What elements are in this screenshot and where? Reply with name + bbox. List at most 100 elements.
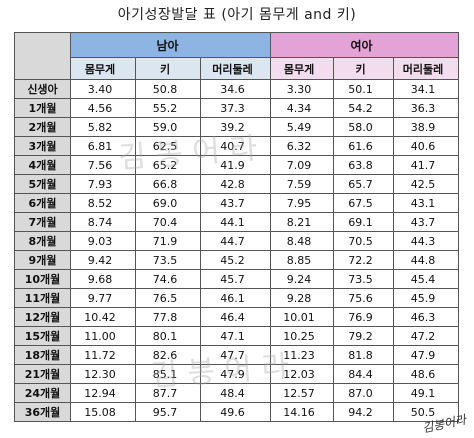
cell-girl-head: 50.5 (393, 402, 460, 422)
cell-girl-weight: 8.48 (270, 231, 335, 251)
cell-girl-height: 75.6 (333, 288, 395, 308)
page-title: 아기성장발달 표 (아기 몸무게 and 키) (117, 7, 357, 23)
cell-girl-height: 69.1 (333, 212, 395, 232)
cell-boy-head: 45.7 (199, 269, 272, 289)
cell-girl-head: 45.4 (393, 269, 460, 289)
cell-girl-weight: 7.59 (270, 174, 335, 194)
cell-boy-height: 71.9 (135, 231, 201, 251)
cell-boy-height: 80.1 (135, 326, 201, 346)
cell-girl-height: 63.8 (333, 155, 395, 175)
cell-boy-weight: 12.30 (70, 364, 136, 384)
cell-girl-height: 87.0 (333, 383, 395, 403)
girl-group-header: 여아 (270, 32, 460, 58)
cell-girl-weight: 14.16 (270, 402, 335, 422)
cell-boy-weight: 9.77 (70, 288, 136, 308)
cell-girl-weight: 12.57 (270, 383, 335, 403)
row-age-label: 9개월 (14, 250, 71, 270)
cell-boy-head: 34.6 (199, 79, 272, 99)
cell-girl-weight: 3.30 (270, 79, 335, 99)
cell-boy-head: 46.1 (199, 288, 272, 308)
cell-girl-head: 40.6 (393, 136, 460, 156)
row-age-label: 7개월 (14, 212, 71, 232)
cell-girl-head: 49.1 (393, 383, 460, 403)
cell-girl-head: 44.8 (393, 250, 460, 270)
cell-girl-weight: 8.21 (270, 212, 335, 232)
col-header-boy-height: 키 (135, 57, 201, 80)
cell-boy-height: 66.8 (135, 174, 201, 194)
row-age-label: 5개월 (14, 174, 71, 194)
cell-boy-weight: 11.72 (70, 345, 136, 365)
cell-girl-height: 72.2 (333, 250, 395, 270)
cell-boy-weight: 9.03 (70, 231, 136, 251)
cell-boy-weight: 12.94 (70, 383, 136, 403)
table-row: 24개월 12.94 87.7 48.4 12.57 87.0 49.1 (14, 383, 460, 403)
cell-girl-weight: 8.85 (270, 250, 335, 270)
cell-boy-height: 82.6 (135, 345, 201, 365)
cell-boy-height: 62.5 (135, 136, 201, 156)
col-header-girl-weight: 몸무게 (270, 57, 335, 80)
cell-boy-head: 37.3 (199, 98, 272, 118)
cell-boy-height: 87.7 (135, 383, 201, 403)
cell-boy-head: 47.1 (199, 326, 272, 346)
row-age-label: 11개월 (14, 288, 71, 308)
row-age-label: 18개월 (14, 345, 71, 365)
corner-cell (14, 32, 71, 80)
table-row: 15개월 11.00 80.1 47.1 10.25 79.2 47.2 (14, 326, 460, 346)
cell-girl-height: 94.2 (333, 402, 395, 422)
cell-girl-head: 43.1 (393, 193, 460, 213)
row-age-label: 12개월 (14, 307, 71, 327)
cell-girl-weight: 10.25 (270, 326, 335, 346)
cell-boy-height: 85.1 (135, 364, 201, 384)
cell-boy-head: 49.6 (199, 402, 272, 422)
row-age-label: 15개월 (14, 326, 71, 346)
cell-boy-head: 43.7 (199, 193, 272, 213)
cell-girl-head: 45.9 (393, 288, 460, 308)
cell-girl-head: 47.9 (393, 345, 460, 365)
row-age-label: 8개월 (14, 231, 71, 251)
cell-boy-weight: 5.82 (70, 117, 136, 137)
cell-boy-head: 42.8 (199, 174, 272, 194)
cell-girl-weight: 7.95 (270, 193, 335, 213)
row-age-label: 36개월 (14, 402, 71, 422)
table-row: 8개월 9.03 71.9 44.7 8.48 70.5 44.3 (14, 231, 460, 251)
table-row: 21개월 12.30 85.1 47.9 12.03 84.4 48.6 (14, 364, 460, 384)
cell-boy-weight: 8.52 (70, 193, 136, 213)
cell-girl-height: 50.1 (333, 79, 395, 99)
cell-boy-height: 74.6 (135, 269, 201, 289)
col-header-girl-head: 머리둘레 (393, 57, 460, 80)
cell-boy-weight: 15.08 (70, 402, 136, 422)
cell-girl-head: 48.6 (393, 364, 460, 384)
cell-girl-height: 65.7 (333, 174, 395, 194)
cell-girl-weight: 10.01 (270, 307, 335, 327)
growth-table: 남아 여아 몸무게 키 머리둘레 몸무게 키 머리둘레 신생아 3.40 50.8 3… (14, 32, 460, 422)
cell-boy-height: 59.0 (135, 117, 201, 137)
cell-boy-head: 45.2 (199, 250, 272, 270)
cell-girl-head: 34.1 (393, 79, 460, 99)
table-row: 1개월 4.56 55.2 37.3 4.34 54.2 36.3 (14, 98, 460, 118)
cell-girl-head: 42.5 (393, 174, 460, 194)
cell-girl-height: 81.8 (333, 345, 395, 365)
cell-girl-weight: 9.24 (270, 269, 335, 289)
cell-boy-height: 65.2 (135, 155, 201, 175)
table-row: 11개월 9.77 76.5 46.1 9.28 75.6 45.9 (14, 288, 460, 308)
table-row: 3개월 6.81 62.5 40.7 6.32 61.6 40.6 (14, 136, 460, 156)
cell-girl-head: 44.3 (393, 231, 460, 251)
cell-girl-weight: 6.32 (270, 136, 335, 156)
group-header-row: 남아 여아 (14, 32, 460, 80)
cell-girl-weight: 11.23 (270, 345, 335, 365)
cell-boy-head: 44.7 (199, 231, 272, 251)
col-header-girl-height: 키 (333, 57, 395, 80)
cell-boy-head: 46.4 (199, 307, 272, 327)
row-age-label: 2개월 (14, 117, 71, 137)
cell-girl-height: 70.5 (333, 231, 395, 251)
col-header-boy-head: 머리둘레 (199, 57, 272, 80)
cell-boy-head: 39.2 (199, 117, 272, 137)
row-age-label: 4개월 (14, 155, 71, 175)
table-row: 7개월 8.74 70.4 44.1 8.21 69.1 43.7 (14, 212, 460, 232)
table-row: 4개월 7.56 65.2 41.9 7.09 63.8 41.7 (14, 155, 460, 175)
cell-boy-height: 76.5 (135, 288, 201, 308)
cell-boy-weight: 9.68 (70, 269, 136, 289)
cell-boy-height: 69.0 (135, 193, 201, 213)
cell-boy-weight: 7.93 (70, 174, 136, 194)
col-header-boy-weight: 몸무게 (70, 57, 136, 80)
